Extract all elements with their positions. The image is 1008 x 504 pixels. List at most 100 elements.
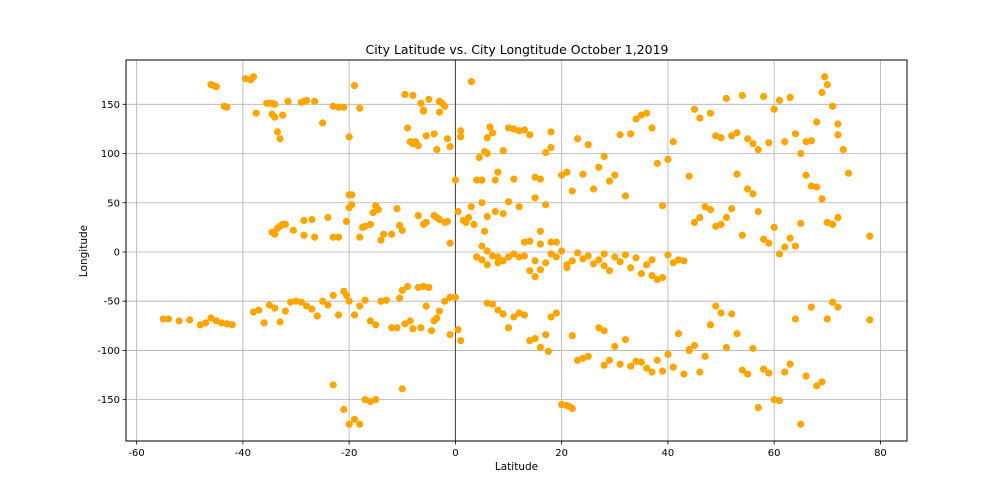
scatter-point	[271, 100, 279, 108]
scatter-point	[308, 305, 316, 313]
scatter-point	[605, 267, 614, 275]
scatter-point	[797, 149, 805, 158]
scatter-point	[765, 369, 773, 377]
scatter-point	[300, 216, 308, 225]
scatter-point	[441, 102, 449, 110]
scatter-point	[717, 134, 725, 142]
scatter-point	[706, 109, 715, 117]
scatter-point	[311, 97, 319, 105]
scatter-point	[821, 73, 829, 81]
scatter-point	[433, 145, 441, 154]
scatter-point	[451, 293, 460, 301]
scatter-point	[313, 312, 321, 320]
scatter-point	[504, 324, 513, 332]
scatter-point	[265, 301, 274, 309]
scatter-point	[467, 78, 475, 86]
scatter-point	[786, 360, 794, 368]
scatter-point	[457, 127, 465, 135]
scatter-point	[802, 171, 810, 179]
scatter-point	[329, 381, 337, 389]
scatter-point	[377, 236, 385, 244]
scatter-point	[398, 385, 406, 393]
scatter-point	[478, 242, 486, 250]
scatter-point	[866, 232, 874, 240]
scatter-point	[834, 303, 842, 311]
scatter-point	[419, 282, 428, 291]
scatter-point	[611, 342, 619, 351]
scatter-point	[728, 132, 736, 140]
scatter-point	[829, 298, 837, 306]
scatter-point	[526, 267, 534, 275]
scatter-point	[722, 343, 730, 352]
scatter-point	[212, 317, 220, 325]
scatter-point	[547, 313, 555, 321]
scatter-point	[308, 215, 316, 224]
scatter-point	[526, 237, 534, 245]
scatter-point	[542, 148, 550, 157]
scatter-point	[470, 220, 478, 229]
scatter-point	[775, 397, 784, 405]
scatter-point	[499, 209, 507, 218]
y-tick-label: 150	[101, 100, 120, 111]
scatter-point	[807, 137, 815, 145]
scatter-point	[457, 336, 465, 345]
scatter-point	[568, 332, 576, 340]
scatter-point	[260, 319, 268, 327]
scatter-point	[422, 132, 430, 140]
scatter-point	[573, 135, 582, 143]
scatter-point	[829, 220, 837, 229]
scatter-point	[520, 126, 529, 134]
scatter-point	[531, 335, 539, 343]
scatter-point	[621, 335, 630, 344]
scatter-point	[600, 152, 608, 161]
scatter-point	[279, 111, 287, 119]
scatter-point	[659, 202, 667, 210]
scatter-point	[802, 372, 810, 380]
scatter-point	[648, 124, 656, 132]
scatter-point	[536, 343, 545, 352]
scatter-point	[584, 252, 592, 260]
scatter-point	[345, 297, 353, 305]
scatter-point	[425, 95, 433, 103]
scatter-point	[797, 219, 805, 228]
scatter-point	[422, 218, 430, 227]
scatter-point	[483, 299, 491, 307]
scatter-point	[510, 313, 518, 321]
scatter-point	[483, 149, 491, 158]
scatter-point	[488, 252, 497, 260]
scatter-point	[627, 362, 635, 370]
scatter-point	[531, 194, 539, 202]
scatter-point	[409, 325, 417, 333]
scatter-point	[356, 233, 364, 241]
scatter-point	[297, 298, 305, 306]
scatter-point	[791, 315, 800, 323]
scatter-point	[696, 368, 704, 376]
scatter-point	[196, 321, 204, 329]
scatter-point	[289, 226, 297, 234]
scatter-point	[491, 176, 499, 184]
scatter-point	[552, 253, 560, 261]
scatter-point	[223, 103, 231, 111]
scatter-point	[486, 123, 494, 131]
scatter-point	[744, 370, 752, 378]
scatter-point	[520, 252, 529, 260]
scatter-point	[600, 262, 608, 270]
scatter-point	[494, 168, 502, 176]
scatter-point	[350, 415, 359, 423]
scatter-point	[573, 249, 582, 257]
scatter-point	[813, 118, 821, 126]
scatter-point	[722, 213, 730, 222]
scatter-point	[372, 396, 380, 404]
scatter-point	[414, 211, 422, 220]
scatter-point	[531, 257, 539, 265]
scatter-point	[324, 301, 332, 309]
scatter-point	[457, 133, 465, 141]
scatter-point	[807, 303, 815, 311]
scatter-point	[396, 294, 404, 302]
y-tick-label: -150	[97, 395, 120, 406]
scatter-point	[377, 297, 385, 305]
x-tick-label: -20	[341, 448, 357, 459]
scatter-point	[329, 291, 337, 299]
scatter-point	[600, 327, 608, 335]
scatter-point	[403, 282, 412, 291]
